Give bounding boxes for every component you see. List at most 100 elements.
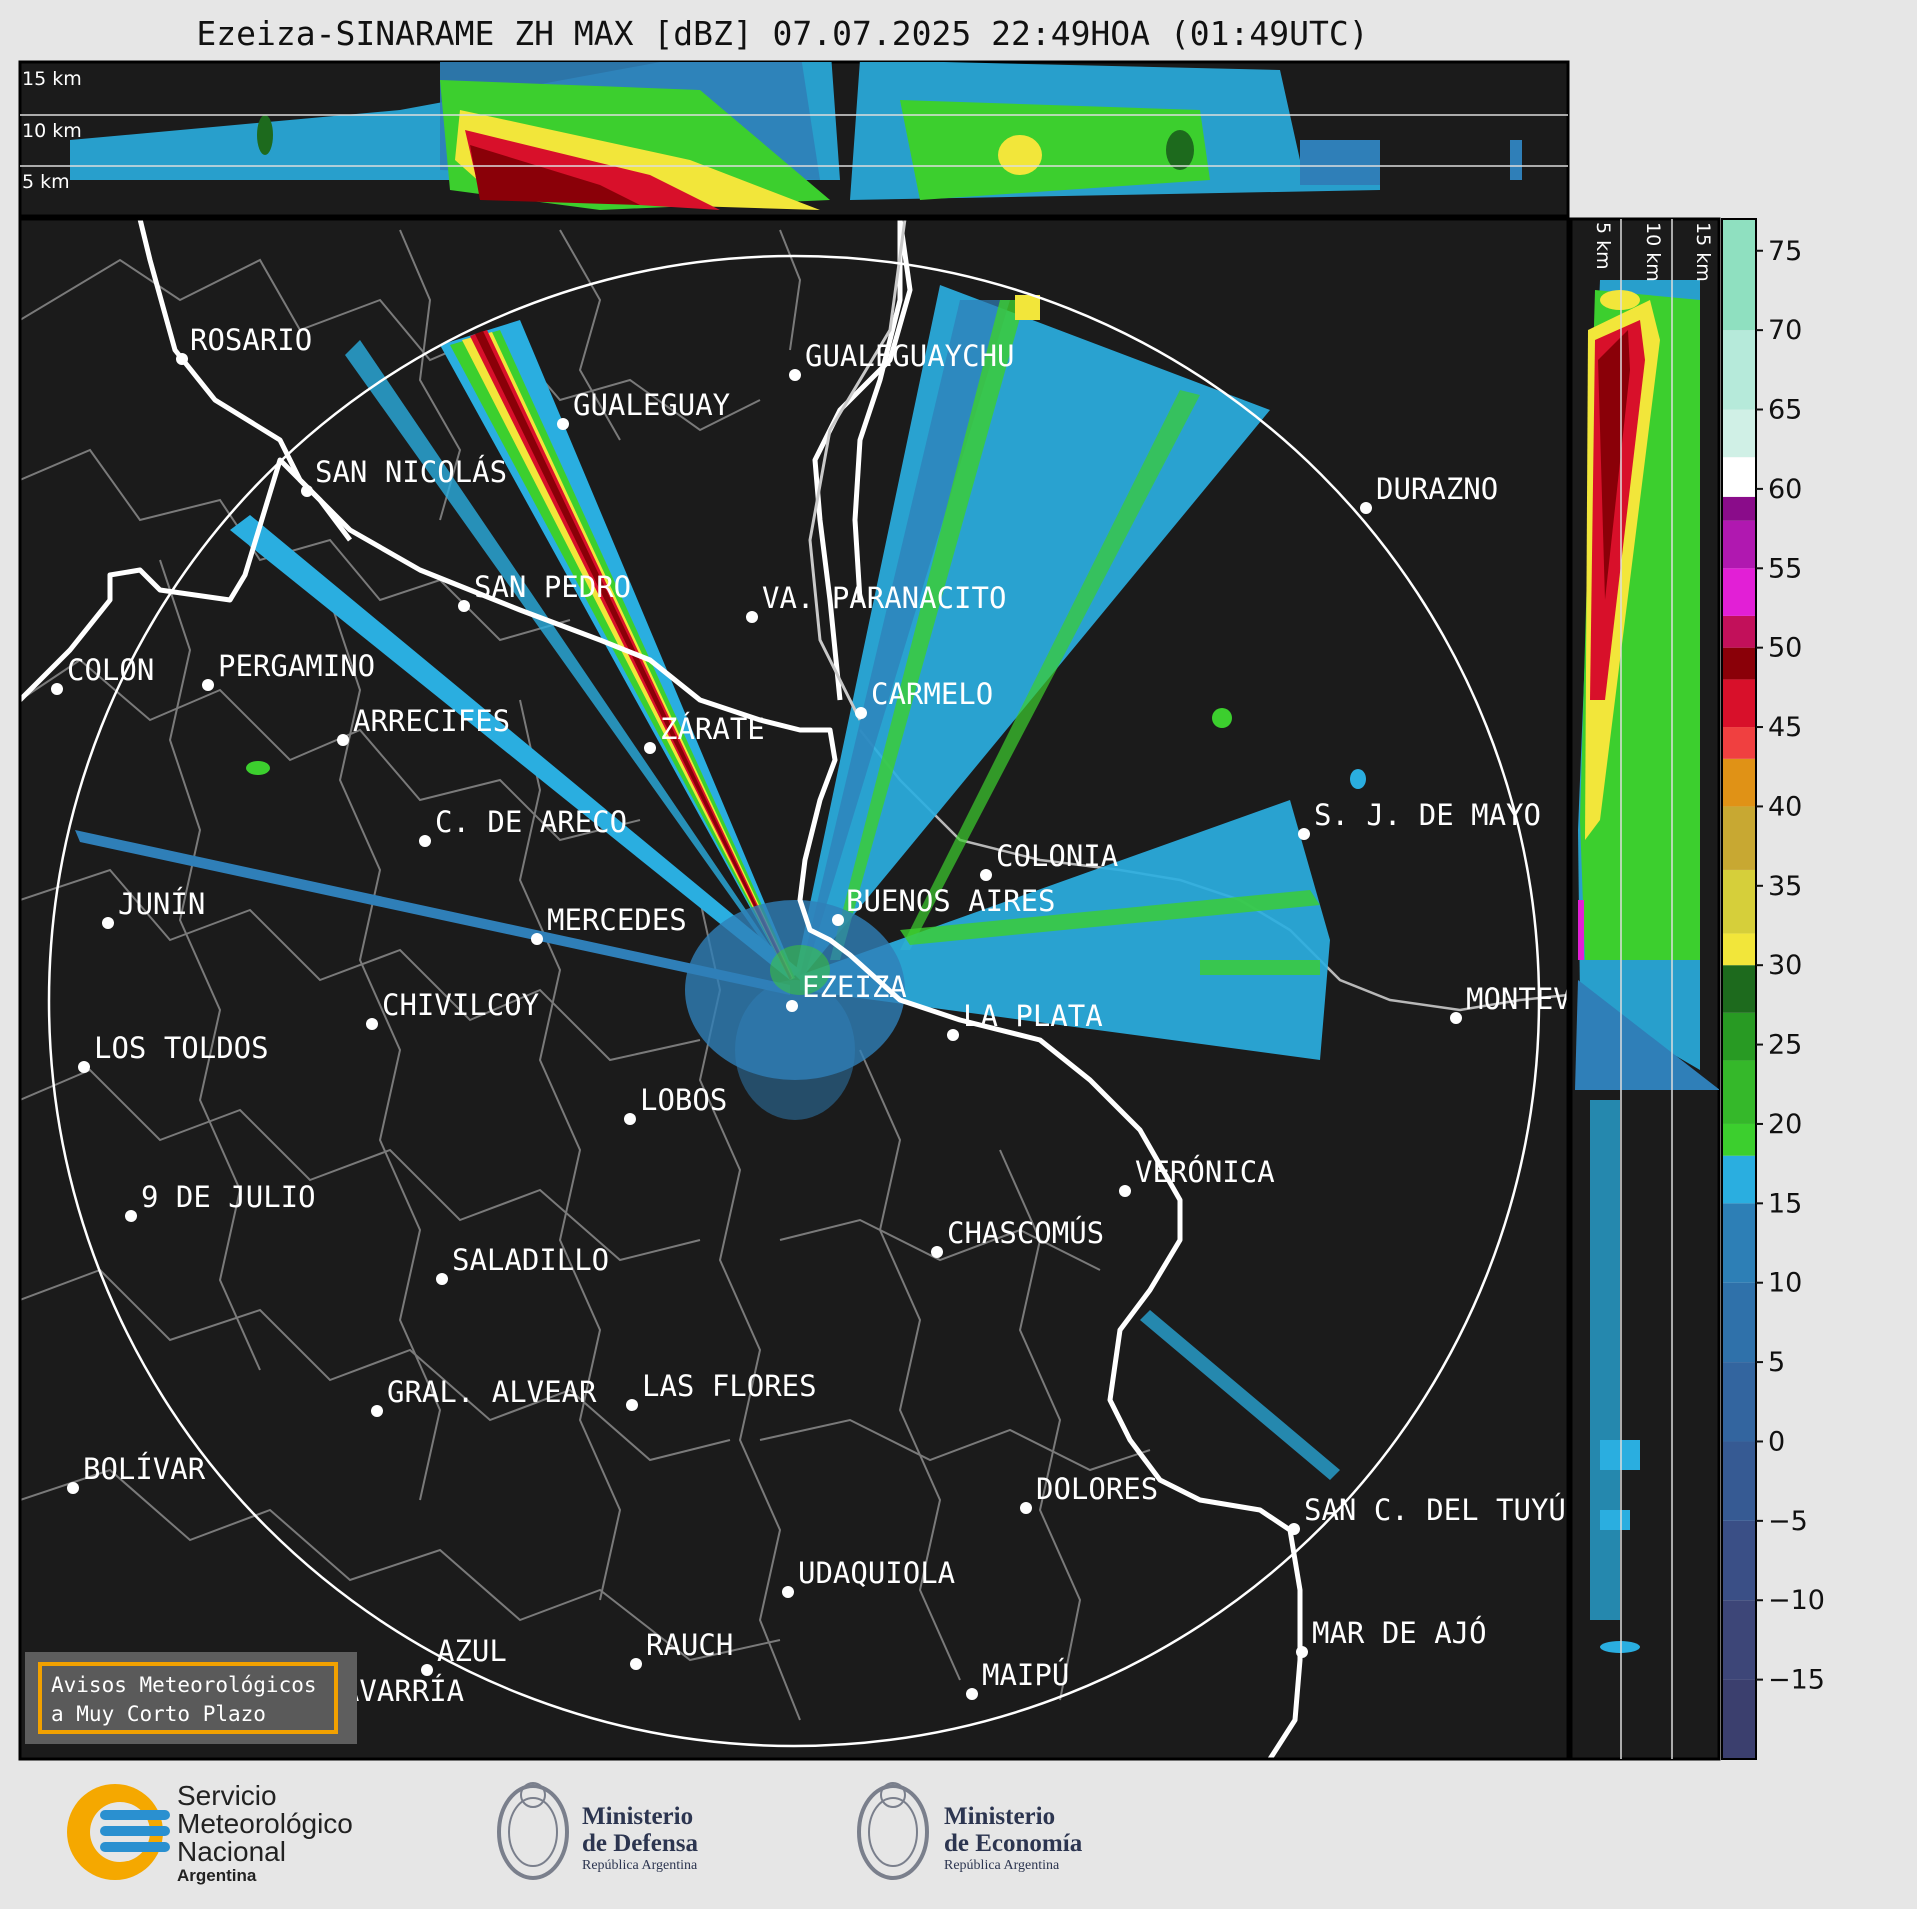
- city-label-dolores: DOLORES: [1036, 1472, 1158, 1506]
- city-marker-los-toldos: [78, 1061, 90, 1073]
- colorbar-tick-label: 25: [1768, 1030, 1802, 1061]
- colorbar-tick-label: 20: [1768, 1109, 1802, 1140]
- city-marker-bolivar: [67, 1482, 79, 1494]
- colorbar-band: [1722, 679, 1756, 728]
- radar-map-panel: ROSARIO GUALEGUAYCHU GUALEGUAY SAN NICOLÁS D…: [18, 217, 1570, 1761]
- colorbar-band: [1722, 568, 1756, 616]
- colorbar-tick-label: 60: [1768, 474, 1802, 505]
- colorbar-band: [1722, 806, 1756, 870]
- defensa-seal-icon: [497, 1782, 569, 1880]
- city-marker-mercedes: [531, 933, 543, 945]
- colorbar-tick-label: 45: [1768, 712, 1802, 743]
- colorbar-band: [1722, 615, 1756, 648]
- city-label-zarate: ZÁRATE: [660, 712, 765, 746]
- city-marker-colonia: [980, 869, 992, 881]
- colorbar-band: [1722, 965, 1756, 1013]
- city-marker-gualeguaychu: [789, 369, 801, 381]
- top-section-panel: 15 km 10 km 5 km: [18, 60, 1570, 218]
- colorbar-tick-label: 15: [1768, 1188, 1802, 1219]
- city-marker-saladillo: [436, 1273, 448, 1285]
- city-marker-ezeiza: [786, 1000, 798, 1012]
- colorbar-band: [1722, 219, 1756, 331]
- city-marker-san-pedro: [458, 600, 470, 612]
- city-label-durazno: DURAZNO: [1376, 472, 1498, 506]
- city-marker-rauch: [630, 1658, 642, 1670]
- coastline: [20, 219, 1303, 1759]
- colorbar-band: [1722, 1520, 1756, 1601]
- colorbar-tick-label: 10: [1768, 1268, 1802, 1299]
- colorbar-band: [1722, 330, 1756, 410]
- smn-logo-text: Servicio Meteorológico Nacional Argentin…: [177, 1782, 353, 1886]
- city-marker-san-c-del-tuyu: [1288, 1523, 1300, 1535]
- colorbar-tick-label: 0: [1768, 1426, 1785, 1457]
- city-marker-gualeguay: [557, 418, 569, 430]
- city-marker-san-nicolas: [301, 485, 313, 497]
- city-marker-va-paranacito: [746, 611, 758, 623]
- defensa-line3: República Argentina: [582, 1858, 698, 1873]
- defensa-line1: Ministerio: [582, 1803, 694, 1830]
- city-label-pergamino: PERGAMINO: [218, 649, 375, 683]
- city-marker-arrecifes: [337, 734, 349, 746]
- economia-line2: de Economía: [944, 1830, 1083, 1857]
- city-label-rosario: ROSARIO: [190, 323, 312, 357]
- colorbar-tick-label: −5: [1768, 1506, 1808, 1537]
- colorbar-band: [1722, 1362, 1756, 1442]
- colorbar-tick-label: 40: [1768, 791, 1802, 822]
- side-label-10km: 10 km: [1642, 222, 1664, 282]
- colorbar-tick-label: 75: [1768, 236, 1802, 267]
- city-label-udaquiola: UDAQUIOLA: [798, 1556, 955, 1590]
- smn-line2: Meteorológico: [177, 1808, 353, 1839]
- colorbar-band: [1722, 758, 1756, 807]
- colorbar-band: [1722, 1600, 1756, 1680]
- economia-seal-icon: [857, 1782, 929, 1880]
- city-label-lobos: LOBOS: [640, 1083, 727, 1117]
- city-label-s-j-de-mayo: S. J. DE MAYO: [1314, 798, 1541, 832]
- range-ring: [47, 254, 1541, 1748]
- city-label-c-de-areco: C. DE ARECO: [435, 805, 627, 839]
- city-marker-dolores: [1020, 1502, 1032, 1514]
- city-label-san-c-del-tuyu: SAN C. DEL TUYÚ: [1304, 1493, 1566, 1527]
- colorbar-tick-label: −15: [1768, 1665, 1825, 1696]
- city-label-ezeiza: EZEIZA: [802, 970, 907, 1004]
- city-marker-buenos-aires: [832, 914, 844, 926]
- city-marker-veronica: [1119, 1185, 1131, 1197]
- city-marker-gral-alvear: [371, 1405, 383, 1417]
- city-marker-la-plata: [947, 1029, 959, 1041]
- city-marker-durazno: [1360, 502, 1372, 514]
- city-label-bolivar: BOLÍVAR: [83, 1452, 206, 1486]
- city-marker-udaquiola: [782, 1586, 794, 1598]
- colorbar-band: [1722, 869, 1756, 934]
- colorbar-band: [1722, 1123, 1756, 1156]
- side-section-panel: 5 km 10 km 15 km: [1569, 217, 1721, 1761]
- city-label-mercedes: MERCEDES: [547, 903, 687, 937]
- colorbar-tick-label: 50: [1768, 633, 1802, 664]
- city-marker-c-de-areco: [419, 835, 431, 847]
- city-marker-carmelo: [855, 707, 867, 719]
- city-marker-colon: [51, 683, 63, 695]
- avisos-line2: a Muy Corto Plazo: [51, 1702, 266, 1726]
- colorbar-band: [1722, 1155, 1756, 1204]
- colorbar-band: [1722, 520, 1756, 569]
- city-label-las-flores: LAS FLORES: [642, 1369, 817, 1403]
- city-label-colon: COLON: [67, 653, 154, 687]
- defensa-logo-text: Ministerio de Defensa República Argentin…: [582, 1803, 698, 1875]
- city-marker-las-flores: [626, 1399, 638, 1411]
- economia-line3: República Argentina: [944, 1858, 1060, 1873]
- colorbar-tick-label: 65: [1768, 395, 1802, 426]
- city-marker-zarate: [644, 742, 656, 754]
- river-uruguay: [808, 219, 907, 721]
- city-marker-junin: [102, 917, 114, 929]
- city-label-saladillo: SALADILLO: [452, 1243, 609, 1277]
- city-label-gualeguaychu: GUALEGUAYCHU: [805, 339, 1015, 373]
- colorbar-band: [1722, 727, 1756, 759]
- top-label-10km: 10 km: [22, 120, 82, 142]
- city-marker-azul: [421, 1664, 433, 1676]
- city-marker-9-de-julio: [125, 1210, 137, 1222]
- economia-line1: Ministerio: [944, 1803, 1056, 1830]
- colorbar-band: [1722, 496, 1756, 521]
- city-label-san-nicolas: SAN NICOLÁS: [315, 455, 507, 489]
- colorbar-tick-label: 5: [1768, 1347, 1785, 1378]
- city-label-arrecifes: ARRECIFES: [353, 704, 510, 738]
- colorbar-band: [1722, 647, 1756, 680]
